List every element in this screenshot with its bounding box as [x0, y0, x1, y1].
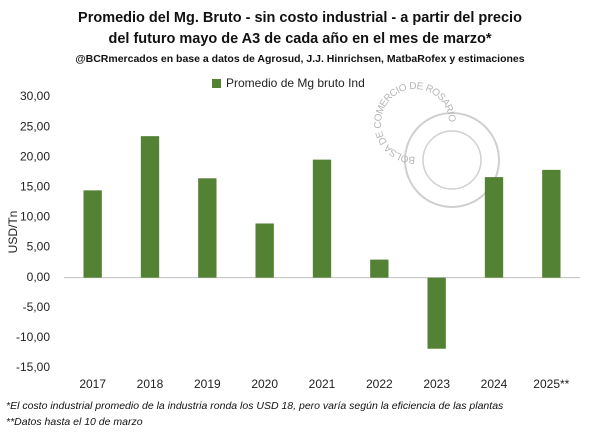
x-tick-label: 2020	[251, 377, 278, 391]
bar	[312, 159, 332, 278]
y-tick-label: -5,00	[23, 300, 51, 314]
bar	[198, 178, 217, 278]
x-tick-label: 2018	[137, 377, 164, 391]
y-tick-label: 5,00	[27, 240, 51, 254]
bar	[255, 223, 274, 278]
y-tick-label: 15,00	[20, 180, 50, 194]
x-tick-label: 2023	[423, 377, 450, 391]
x-tick-label: 2025**	[533, 377, 569, 391]
chart-subtitle: @BCRmercados en base a datos de Agrosud,…	[75, 53, 524, 65]
chart-title: del futuro mayo de A3 de cada año en el …	[108, 31, 491, 47]
bar	[83, 190, 102, 278]
footnote: *El costo industrial promedio de la indu…	[6, 400, 504, 412]
x-tick-label: 2022	[366, 377, 393, 391]
y-axis-label: USD/Tn	[6, 211, 20, 254]
bar	[427, 277, 446, 349]
legend-label: Promedio de Mg bruto Ind	[226, 76, 365, 90]
bar	[140, 136, 160, 278]
bar	[542, 169, 561, 278]
x-tick-label: 2021	[309, 377, 336, 391]
chart-title: Promedio del Mg. Bruto - sin costo indus…	[78, 10, 522, 26]
y-tick-label: 30,00	[20, 89, 50, 103]
y-tick-label: -10,00	[16, 330, 50, 344]
y-tick-label: 25,00	[20, 119, 50, 133]
watermark: BOLSA DE COMERCIO DE ROSARIO	[373, 81, 500, 208]
x-tick-label: 2017	[79, 377, 106, 391]
y-tick-label: 10,00	[20, 210, 50, 224]
y-tick-label: 0,00	[27, 270, 51, 284]
legend-swatch	[212, 79, 221, 88]
bar	[484, 177, 504, 278]
y-tick-label: -15,00	[16, 360, 50, 374]
footnote: **Datos hasta el 10 de marzo	[6, 416, 143, 428]
bar	[370, 259, 389, 278]
x-tick-label: 2024	[481, 377, 508, 391]
x-tick-label: 2019	[194, 377, 221, 391]
watermark-label: BOLSA DE COMERCIO DE ROSARIO	[373, 81, 458, 166]
y-tick-label: 20,00	[20, 149, 50, 163]
watermark-text: BOLSA DE COMERCIO DE ROSARIO	[373, 81, 458, 166]
